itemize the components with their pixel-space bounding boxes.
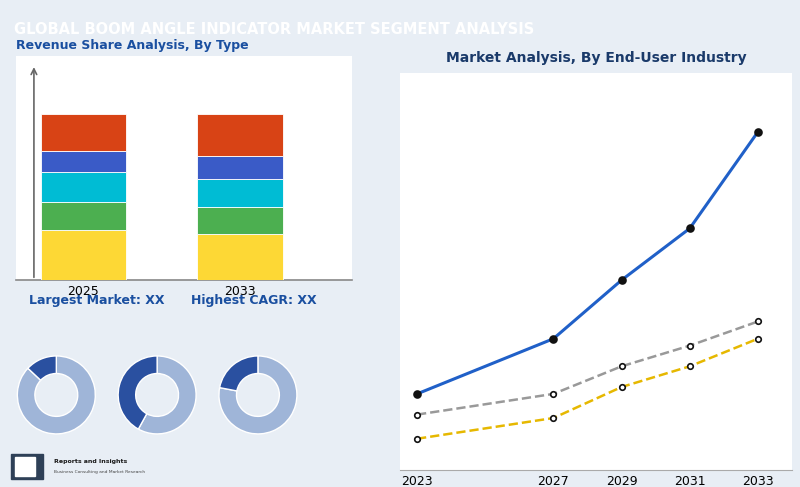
- Bar: [198, 156, 282, 179]
- Text: Revenue Share Analysis, By Type: Revenue Share Analysis, By Type: [16, 39, 249, 52]
- Bar: [41, 230, 126, 280]
- Text: Business Consulting and Market Research: Business Consulting and Market Research: [54, 470, 146, 474]
- Bar: [198, 234, 282, 280]
- Wedge shape: [138, 356, 196, 434]
- Bar: [198, 207, 282, 234]
- Bar: [198, 114, 282, 156]
- Wedge shape: [219, 356, 297, 434]
- Text: GLOBAL BOOM ANGLE INDICATOR MARKET SEGMENT ANALYSIS: GLOBAL BOOM ANGLE INDICATOR MARKET SEGME…: [14, 21, 534, 37]
- Text: Highest CAGR: XX: Highest CAGR: XX: [190, 295, 316, 307]
- Bar: [198, 179, 282, 207]
- Bar: [41, 172, 126, 202]
- FancyBboxPatch shape: [11, 454, 42, 479]
- Text: Largest Market: XX: Largest Market: XX: [30, 295, 165, 307]
- Bar: [41, 202, 126, 230]
- Wedge shape: [28, 356, 56, 380]
- Wedge shape: [118, 356, 157, 429]
- Bar: [41, 114, 126, 150]
- Wedge shape: [220, 356, 258, 391]
- Bar: [41, 150, 126, 172]
- Text: Reports and Insights: Reports and Insights: [54, 459, 127, 464]
- FancyBboxPatch shape: [15, 457, 35, 476]
- Title: Market Analysis, By End-User Industry: Market Analysis, By End-User Industry: [446, 51, 746, 65]
- Wedge shape: [18, 356, 95, 434]
